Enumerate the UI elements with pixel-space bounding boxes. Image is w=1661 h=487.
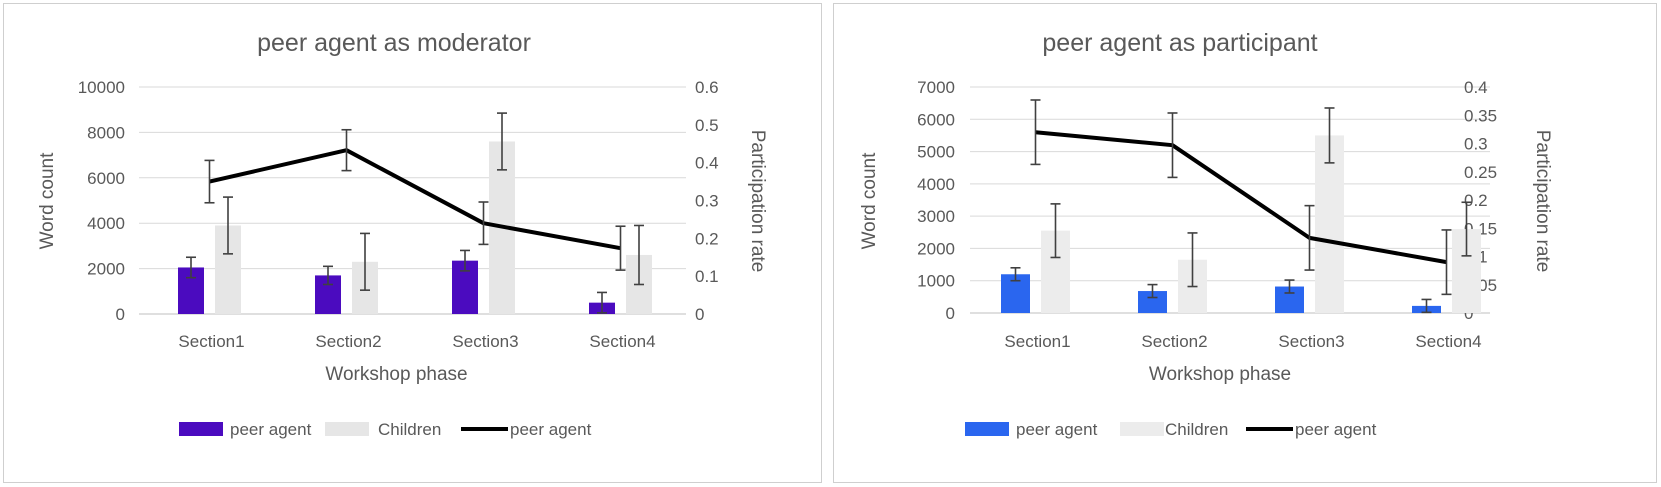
bar-peer-agent	[1138, 291, 1167, 313]
y-tick-label: 5000	[917, 143, 955, 162]
chart-title: peer agent as moderator	[257, 29, 531, 57]
legend-label: peer agent	[1016, 420, 1098, 439]
y2-tick-label: 0.35	[1464, 106, 1497, 125]
chart-title: peer agent as participant	[1042, 29, 1317, 57]
y2-tick-label: 0	[695, 305, 704, 324]
x-tick-label: Section1	[1004, 332, 1070, 351]
y2-tick-label: 0.3	[1464, 135, 1488, 154]
y-tick-label: 4000	[917, 175, 955, 194]
line-participation-rate	[1035, 130, 1447, 265]
x-tick-label: Section2	[1141, 332, 1207, 351]
legend-swatch-peer-agent	[179, 422, 223, 436]
y-tick-label: 3000	[917, 207, 955, 226]
x-tick-label: Section3	[1278, 332, 1344, 351]
legend-swatch-children	[1120, 422, 1164, 436]
chart-moderator: peer agent as moderator 0 2000 4000 6000 8000…	[37, 29, 768, 439]
y-tick-label: 10000	[78, 78, 125, 97]
legend-swatch-peer-agent	[965, 422, 1009, 436]
legend-label: peer agent	[510, 420, 592, 439]
legend-label: Children	[1165, 420, 1228, 439]
line-participation-rate	[209, 148, 621, 251]
x-axis-label: Workshop phase	[325, 364, 467, 385]
y2-tick-label: 0.4	[695, 154, 719, 173]
y2-tick-label: 0.2	[695, 229, 719, 248]
y2-tick-label: 0.5	[695, 116, 719, 135]
chart-panel-participant: peer agent as participant 0 1000 2000 3000 40…	[833, 3, 1657, 483]
y2-tick-label: 0.3	[695, 192, 719, 211]
y-tick-label: 2000	[87, 260, 125, 279]
y2-axis-label: Participation rate	[747, 130, 768, 273]
legend-label: peer agent	[1295, 420, 1377, 439]
y-axis-label: Word count	[859, 152, 880, 250]
bar-children	[1315, 135, 1344, 313]
y-tick-label: 4000	[87, 214, 125, 233]
y2-tick-label: 0.1	[695, 267, 719, 286]
y2-tick-label: 0.4	[1464, 78, 1488, 97]
x-tick-label: Section4	[1415, 332, 1481, 351]
chart-panel-moderator: peer agent as moderator 0 2000 4000 6000 8000…	[3, 3, 822, 483]
y2-tick-label: 0.2	[1464, 191, 1488, 210]
legend-label: peer agent	[230, 420, 312, 439]
y2-tick-label: 0.6	[695, 78, 719, 97]
legend-swatch-children	[325, 422, 369, 436]
y-tick-label: 1000	[917, 272, 955, 291]
y2-tick-label: 0	[1464, 304, 1473, 323]
x-tick-label: Section2	[315, 332, 381, 351]
x-tick-label: Section3	[452, 332, 518, 351]
x-axis-label: Workshop phase	[1149, 364, 1291, 385]
y-tick-label: 8000	[87, 123, 125, 142]
y-tick-label: 6000	[917, 110, 955, 129]
y-tick-label: 2000	[917, 239, 955, 258]
chart-participant: peer agent as participant 0 1000 2000 3000 40…	[859, 29, 1553, 439]
y2-tick-label: 0.25	[1464, 163, 1497, 182]
y-tick-label: 0	[116, 305, 125, 324]
x-tick-label: Section1	[178, 332, 244, 351]
legend-label: Children	[378, 420, 441, 439]
x-tick-label: Section4	[589, 332, 655, 351]
y-tick-label: 6000	[87, 169, 125, 188]
y-tick-label: 0	[946, 304, 955, 323]
y2-axis-label: Participation rate	[1532, 130, 1553, 273]
y-axis-label: Word count	[37, 152, 58, 250]
y-tick-label: 7000	[917, 78, 955, 97]
